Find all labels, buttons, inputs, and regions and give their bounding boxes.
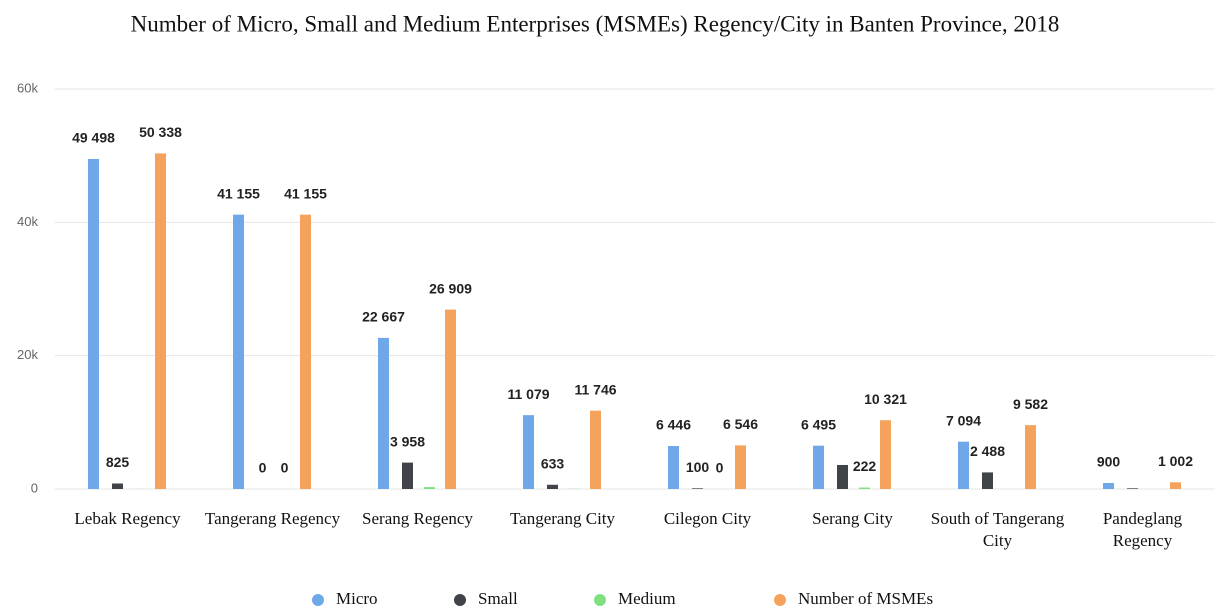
data-label: 11 746 [574,381,616,397]
legend-label: Medium [618,589,676,608]
data-label: 9 582 [1013,396,1048,412]
data-label: 49 498 [72,130,115,146]
bar [233,214,244,489]
data-label: 26 909 [429,280,472,296]
legend-marker [454,594,466,606]
data-label: 2 488 [970,443,1005,459]
bar [523,415,534,489]
x-tick-label: Serang City [812,509,893,528]
bar [402,462,413,489]
data-label: 11 079 [507,386,549,402]
legend-label: Small [478,589,518,608]
y-tick-label: 20k [17,347,38,362]
bar [445,309,456,489]
bar [837,464,848,489]
data-label: 41 155 [217,185,260,201]
y-tick-label: 0 [31,480,38,495]
bar [958,441,969,489]
bar [1170,482,1181,489]
data-label: 7 094 [946,412,981,428]
y-tick-label: 60k [17,80,38,95]
bar [880,420,891,489]
legend-marker [774,594,786,606]
chart-title: Number of Micro, Small and Medium Enterp… [131,11,1060,36]
x-tick-label: Lebak Regency [74,509,181,528]
bar [813,445,824,489]
bar [982,472,993,489]
data-label: 50 338 [139,124,182,140]
bar [590,410,601,489]
bar [735,445,746,489]
legend-marker [594,594,606,606]
bar [668,446,679,489]
data-label: 22 667 [362,309,405,325]
x-tick-label: South of Tangerang City [930,509,1065,550]
data-label: 222 [853,458,877,474]
x-tick-label: Serang Regency [362,509,473,528]
data-label: 0 [281,460,289,476]
data-label: 0 [716,460,724,476]
bar [112,483,123,489]
data-label: 825 [106,454,130,470]
bar [378,337,389,489]
bar [88,159,99,489]
bar [424,487,435,489]
legend-label: Micro [336,589,378,608]
bar [859,487,870,489]
legend-label: Number of MSMEs [798,589,933,608]
y-tick-label: 40k [17,214,38,229]
data-label: 6 495 [801,416,836,432]
x-tick-label: Tangerang City [509,509,616,528]
bar [547,484,558,489]
bar [1025,425,1036,489]
data-label: 6 446 [656,417,691,433]
data-label: 100 [686,459,710,475]
data-label: 1 002 [1158,453,1193,469]
data-label: 0 [259,460,267,476]
bar [1127,488,1138,489]
bar [692,488,703,489]
data-label: 633 [541,455,565,471]
x-tick-label: Cilegon City [663,509,752,528]
x-tick-label: Tangerang Regency [204,509,341,528]
legend-marker [312,594,324,606]
bar [1103,483,1114,489]
data-label: 10 321 [864,391,907,407]
data-label: 3 958 [390,433,425,449]
data-label: 41 155 [284,185,327,201]
data-label: 6 546 [723,416,758,432]
bar [300,214,311,489]
data-label: 900 [1097,454,1121,470]
bar [155,153,166,489]
x-tick-label: Pandeglang Regency [1102,509,1183,550]
